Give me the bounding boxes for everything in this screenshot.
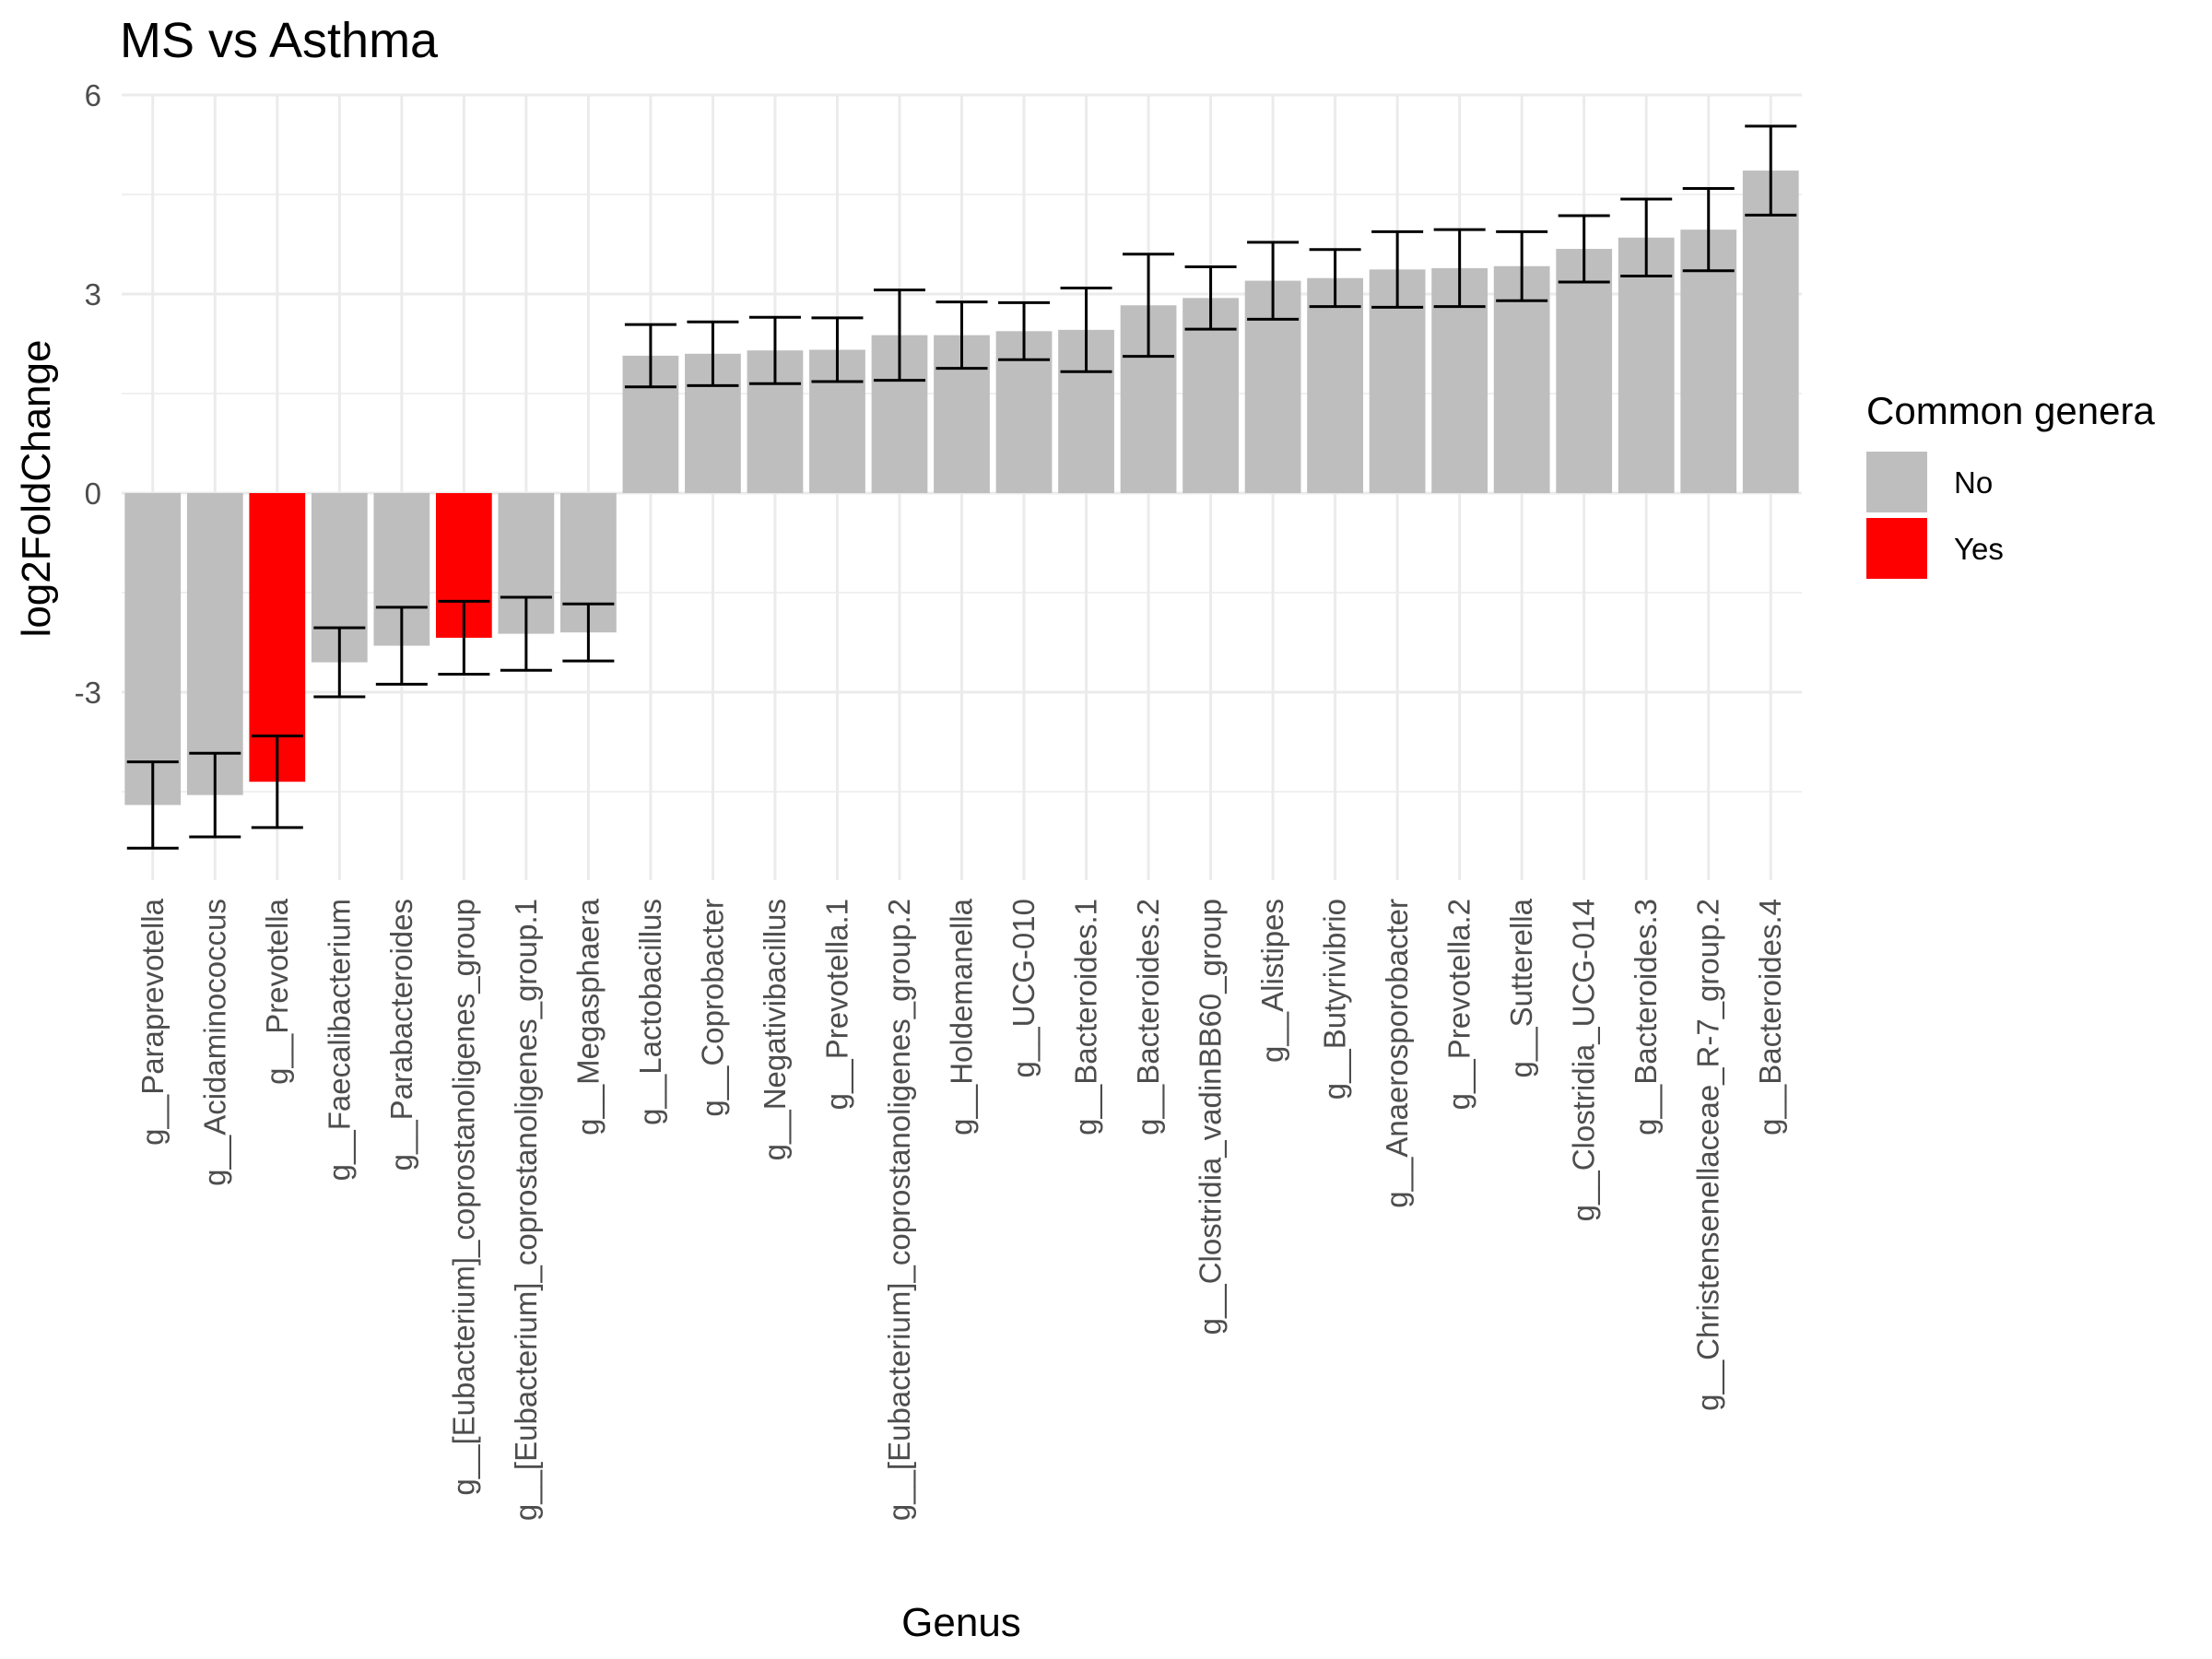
y-tick-label: 3 <box>85 277 101 312</box>
error-bar <box>313 626 366 699</box>
x-tick-label: g__Lactobacillus <box>633 899 667 1125</box>
error-bar <box>562 602 615 663</box>
legend-title: Common genera <box>1866 389 2155 432</box>
error-bar <box>748 315 801 385</box>
error-bar <box>1496 229 1548 302</box>
error-bar <box>251 735 303 830</box>
x-tick-label: g__Acidaminococcus <box>197 899 231 1186</box>
x-tick-label: g__Coprobacter <box>695 899 729 1117</box>
bar <box>1493 265 1550 493</box>
error-bar <box>1184 265 1237 331</box>
x-tick-label: g__Prevotella <box>260 898 294 1084</box>
x-tick-label: g__Christensenellaceae_R-7_group.2 <box>1691 899 1725 1411</box>
legend-swatch <box>1866 518 1927 579</box>
y-tick-label: 6 <box>85 78 101 112</box>
error-bar <box>438 599 490 677</box>
x-tick-label: g__Alistipes <box>1255 899 1289 1063</box>
x-tick-label: g__UCG-010 <box>1006 899 1041 1077</box>
x-tick-label: g__Bacteroides.4 <box>1753 899 1787 1135</box>
x-tick-label: g__Anaerosporobacter <box>1380 899 1414 1208</box>
bar <box>1618 237 1675 493</box>
y-tick-label: 0 <box>85 477 101 511</box>
x-tick-label: g__Bacteroides.2 <box>1131 899 1165 1135</box>
x-tick-label: g__Faecalibacterium <box>322 899 356 1181</box>
error-bar <box>1558 214 1610 284</box>
error-bar <box>500 595 552 672</box>
y-axis-title: log2FoldChange <box>14 340 59 638</box>
bar <box>1680 229 1737 493</box>
y-axis-ticks: 6 3 0 -3 <box>75 78 101 710</box>
error-bars <box>126 124 1797 850</box>
x-tick-label: g__Bacteroides.1 <box>1069 899 1103 1135</box>
y-tick-label: -3 <box>75 676 101 710</box>
x-tick-label: g__Parabacteroides <box>384 899 418 1171</box>
x-tick-label: g__Negativibacillus <box>758 899 792 1160</box>
legend: Common genera No Yes <box>1866 389 2155 579</box>
x-tick-label: g__Holdemanella <box>945 898 979 1135</box>
legend-label: Yes <box>1954 532 2004 566</box>
x-tick-label: g__Clostridia_UCG-014 <box>1567 899 1601 1221</box>
error-bar <box>126 760 179 850</box>
x-tick-label: g__Clostridia_vadinBB60_group <box>1194 899 1228 1335</box>
error-bar <box>998 300 1051 361</box>
error-bar <box>189 751 241 839</box>
legend-items: No Yes <box>1866 452 2004 579</box>
bar <box>249 493 306 782</box>
legend-swatch <box>1866 452 1927 512</box>
x-tick-label: g__Butyrivibrio <box>1318 899 1352 1100</box>
x-axis-title: Genus <box>901 1600 1021 1645</box>
error-bar <box>687 320 739 387</box>
error-bar <box>811 316 864 383</box>
chart-title: MS vs Asthma <box>120 13 439 68</box>
error-bar <box>1309 248 1361 309</box>
x-tick-label: g__Prevotella.1 <box>819 899 853 1110</box>
x-tick-label: g__[Eubacterium]_coprostanoligenes_group… <box>882 899 916 1521</box>
error-bar <box>1620 197 1673 278</box>
bar <box>1307 277 1363 493</box>
x-tick-label: g__[Eubacterium]_coprostanoligenes_group <box>446 899 480 1496</box>
x-tick-label: g__Paraprevotella <box>135 898 170 1145</box>
bar <box>1556 249 1613 493</box>
x-tick-label: g__Megasphaera <box>571 898 605 1135</box>
error-bar <box>1060 287 1112 373</box>
x-tick-label: g__Sutterella <box>1504 898 1538 1077</box>
x-tick-label: g__Bacteroides.3 <box>1629 899 1663 1135</box>
error-bar <box>624 323 677 389</box>
error-bar <box>1371 229 1424 309</box>
error-bar <box>1433 228 1486 309</box>
x-axis-category-labels: g__Paraprevotella g__Acidaminococcus g__Pr… <box>135 898 1787 1521</box>
x-tick-label: g__[Eubacterium]_coprostanoligenes_group… <box>509 899 543 1521</box>
bar <box>124 493 182 806</box>
bar <box>1742 171 1799 493</box>
plot-panel <box>122 93 1802 880</box>
error-bar <box>375 606 428 686</box>
bar <box>186 493 243 795</box>
error-bar <box>1247 241 1300 321</box>
error-bar <box>873 288 925 382</box>
error-bar <box>1745 124 1797 217</box>
error-bar <box>1123 253 1175 359</box>
error-bar <box>935 300 988 371</box>
error-bar <box>1682 187 1735 273</box>
legend-label: No <box>1954 465 1993 500</box>
x-tick-label: g__Prevotella.2 <box>1442 899 1477 1110</box>
